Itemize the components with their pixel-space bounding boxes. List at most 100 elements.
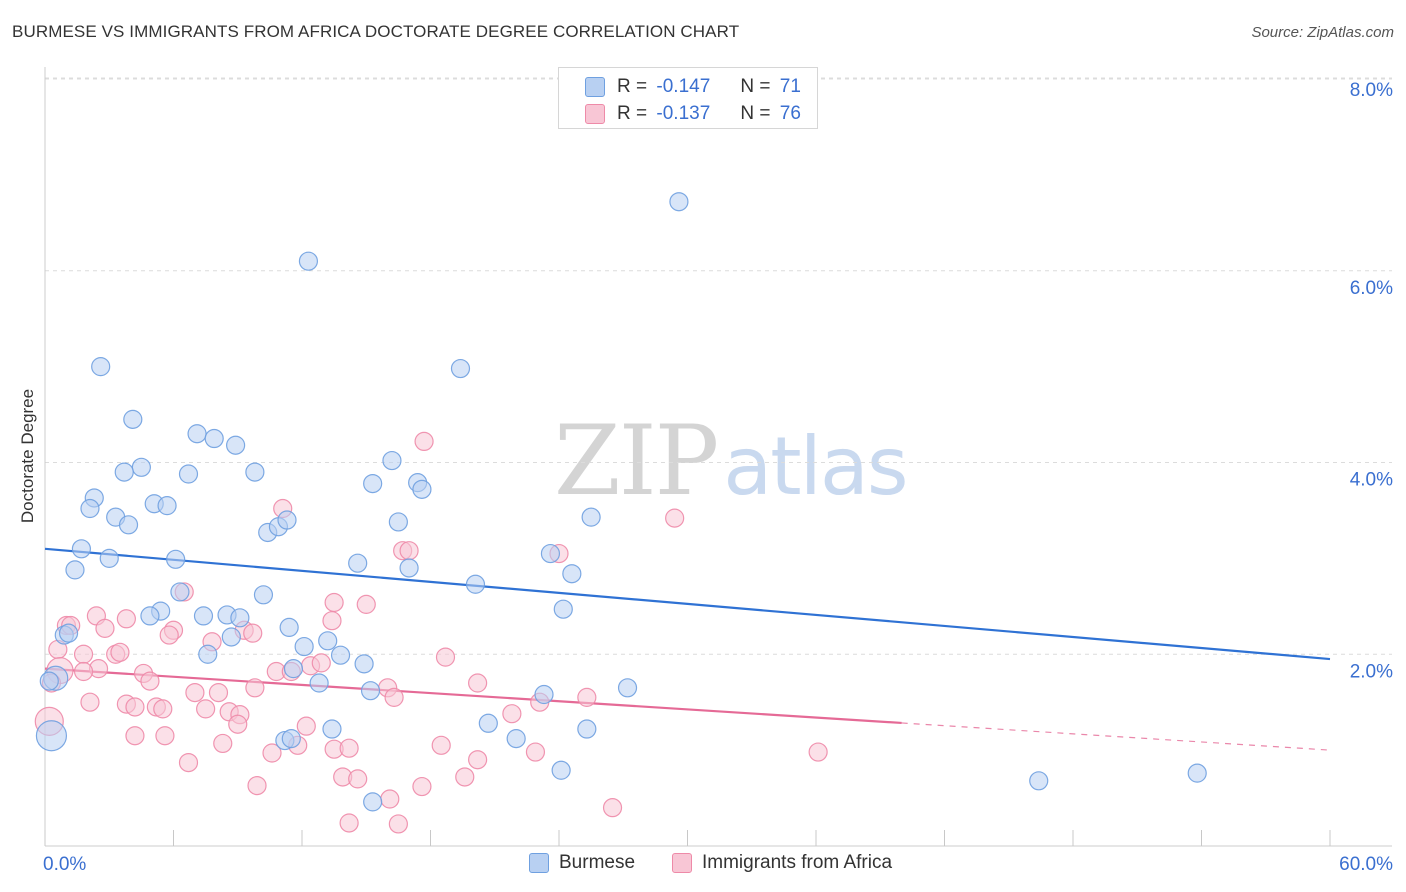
legend-label-africa: Immigrants from Africa: [702, 852, 893, 873]
point-africa: [155, 726, 175, 746]
point-africa: [435, 647, 456, 667]
trend-line-dashed-1: [901, 722, 1331, 751]
point-burmese: [99, 548, 119, 568]
point-burmese: [534, 684, 554, 705]
point-burmese: [506, 729, 526, 749]
point-africa: [213, 733, 233, 754]
point-africa: [178, 752, 199, 773]
point-africa: [262, 743, 282, 763]
point-burmese: [204, 428, 224, 449]
point-africa: [311, 653, 331, 673]
point-africa: [414, 431, 434, 452]
series-legend: Burmese Immigrants from Africa: [0, 852, 1406, 878]
watermark-atlas: atlas: [723, 420, 908, 513]
legend-n-value: 76: [779, 103, 801, 124]
point-burmese: [253, 585, 274, 605]
trend-lines: [44, 547, 1331, 751]
point-africa: [196, 699, 216, 719]
y-tick-label: 2.0%: [1350, 661, 1393, 682]
legend-item-burmese[interactable]: Burmese: [529, 852, 635, 874]
point-africa: [665, 508, 685, 528]
point-africa: [525, 742, 546, 762]
point-africa: [245, 678, 265, 698]
point-africa: [356, 594, 376, 614]
legend-n-value: 71: [779, 76, 801, 97]
point-africa: [577, 687, 597, 707]
point-burmese: [221, 627, 241, 647]
point-burmese: [318, 631, 338, 651]
point-burmese: [140, 606, 160, 626]
point-burmese: [382, 450, 402, 471]
point-africa: [296, 716, 316, 736]
point-burmese: [581, 507, 601, 527]
chart-title: BURMESE VS IMMIGRANTS FROM AFRICA DOCTOR…: [12, 22, 740, 41]
point-africa: [602, 798, 623, 818]
point-africa: [339, 813, 359, 833]
point-burmese: [193, 606, 214, 626]
point-africa: [412, 776, 432, 797]
point-africa: [388, 814, 408, 834]
legend-label-burmese: Burmese: [559, 852, 636, 873]
point-burmese: [114, 462, 134, 482]
legend-swatch-burmese: [529, 853, 549, 873]
axes: [44, 67, 1392, 847]
legend-row-africa: R = -0.137 N = 76: [617, 101, 801, 127]
watermark: ZIPatlas: [554, 405, 909, 517]
point-burmese: [166, 549, 186, 569]
point-burmese: [39, 671, 59, 691]
y-tick-label: 8.0%: [1350, 80, 1393, 101]
point-burmese: [551, 760, 571, 780]
legend-item-africa[interactable]: Immigrants from Africa: [672, 852, 892, 874]
point-africa: [73, 644, 94, 664]
trend-line-0: [44, 547, 1331, 661]
point-burmese: [277, 510, 297, 530]
point-burmese: [354, 654, 374, 674]
y-tick-label: 4.0%: [1350, 470, 1393, 491]
point-burmese: [1187, 763, 1207, 783]
x-tick-label: 0.0%: [43, 854, 86, 875]
point-burmese: [245, 462, 265, 482]
point-burmese: [131, 457, 151, 477]
legend-swatch-burmese: [585, 77, 605, 97]
point-africa: [208, 682, 229, 703]
legend-r-label: R =: [617, 76, 648, 97]
point-africa: [125, 726, 145, 746]
point-burmese: [80, 498, 100, 519]
data-points: [34, 192, 1207, 834]
point-burmese: [123, 409, 143, 429]
point-burmese: [348, 553, 368, 573]
point-burmese: [91, 357, 111, 377]
y-tick-label: 6.0%: [1350, 278, 1393, 299]
point-burmese: [198, 644, 218, 664]
tick-labels: 2.0% 4.0% 6.0% 8.0% 0.0% 60.0%: [43, 80, 1393, 875]
point-africa: [159, 625, 179, 645]
legend-r-value: -0.147: [656, 76, 711, 97]
point-burmese: [1029, 771, 1049, 791]
point-africa: [80, 692, 100, 712]
point-burmese: [157, 496, 177, 516]
point-africa: [399, 541, 419, 561]
point-burmese: [478, 713, 498, 733]
point-burmese: [309, 673, 329, 693]
point-burmese: [281, 729, 301, 749]
point-africa: [228, 714, 248, 734]
point-africa: [110, 642, 130, 662]
point-burmese: [230, 608, 250, 628]
point-burmese: [360, 681, 381, 701]
point-africa: [348, 769, 368, 789]
point-burmese: [187, 424, 207, 444]
point-africa: [455, 767, 475, 787]
source-label: Source: ZipAtlas.com: [1251, 24, 1394, 41]
point-africa: [468, 673, 488, 693]
point-burmese: [35, 720, 68, 752]
stats-legend: R = -0.147 N = 71 R = -0.137 N = 76: [558, 67, 818, 129]
point-burmese: [399, 558, 419, 578]
point-africa: [140, 671, 160, 691]
trend-line-1: [44, 667, 902, 725]
point-burmese: [322, 719, 342, 739]
point-burmese: [118, 515, 139, 535]
point-burmese: [65, 560, 85, 580]
point-burmese: [562, 564, 582, 584]
point-africa: [73, 661, 94, 682]
point-africa: [153, 699, 173, 719]
